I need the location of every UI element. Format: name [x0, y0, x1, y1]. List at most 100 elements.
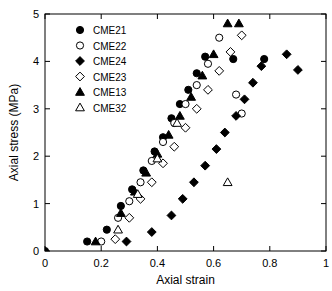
point [147, 178, 156, 187]
point [122, 237, 131, 246]
point [204, 60, 211, 67]
point [153, 154, 162, 162]
x-tick-label: 0.2 [94, 257, 109, 269]
point [257, 62, 266, 71]
point [198, 71, 207, 79]
point [212, 145, 221, 154]
point [216, 34, 223, 41]
y-tick [45, 14, 50, 15]
legend-marker [76, 42, 83, 49]
x-tick [326, 246, 327, 251]
legend-marker [76, 26, 83, 33]
y-tick [321, 14, 326, 15]
point [223, 178, 232, 186]
legend-label: CME32 [93, 103, 127, 114]
point [111, 235, 120, 244]
x-axis-label: Axial strain [156, 273, 215, 287]
point [103, 226, 110, 233]
point [91, 237, 100, 245]
legend-label: CME13 [93, 87, 127, 98]
point [84, 238, 91, 245]
point [116, 209, 125, 217]
legend-marker [76, 72, 85, 81]
point [202, 53, 209, 60]
point [282, 50, 291, 59]
point [237, 31, 246, 40]
x-tick-label: 0 [42, 257, 48, 269]
y-tick [45, 108, 50, 109]
point [234, 19, 243, 27]
point [181, 123, 190, 132]
y-tick-label: 0 [33, 245, 39, 257]
point [215, 66, 224, 75]
point [125, 213, 134, 222]
point [147, 228, 156, 237]
legend-label: CME23 [93, 72, 127, 83]
point [187, 93, 196, 101]
x-tick [269, 246, 270, 251]
point [133, 190, 142, 198]
point [240, 95, 249, 104]
point [192, 104, 201, 113]
x-tick [101, 246, 102, 251]
point [159, 138, 166, 145]
x-tick [157, 14, 158, 19]
point [223, 19, 232, 27]
point [232, 112, 241, 121]
point [175, 112, 184, 120]
point [294, 66, 303, 75]
x-tick [213, 246, 214, 251]
point [204, 85, 213, 94]
x-tick [213, 14, 214, 19]
y-tick-label: 1 [33, 198, 39, 210]
y-tick-label: 5 [33, 8, 39, 20]
legend-label: CME21 [93, 25, 127, 36]
legend-label: CME22 [93, 41, 127, 52]
point [201, 161, 210, 170]
point [142, 168, 151, 176]
point [220, 128, 229, 137]
x-tick-label: 1 [323, 257, 329, 269]
y-tick [45, 203, 50, 204]
legend-marker [76, 103, 85, 111]
y-tick [45, 61, 50, 62]
y-tick [45, 156, 50, 157]
y-tick [321, 108, 326, 109]
y-tick [321, 61, 326, 62]
legend-marker [76, 57, 85, 66]
x-tick-label: 0.8 [262, 257, 277, 269]
point [182, 100, 189, 107]
points [45, 19, 302, 251]
x-tick-label: 0.4 [150, 257, 165, 269]
y-tick [321, 203, 326, 204]
point [137, 179, 144, 186]
y-tick [321, 156, 326, 157]
point [249, 78, 258, 87]
point [173, 119, 182, 127]
x-tick [101, 14, 102, 19]
x-tick [45, 14, 46, 19]
point [45, 247, 49, 251]
y-tick-label: 3 [33, 103, 39, 115]
point [178, 194, 187, 203]
legend-marker [76, 88, 85, 96]
y-tick-label: 4 [33, 55, 39, 67]
legend: CME21 CME22 CME24 CME23 CME13 CME32 [76, 25, 127, 114]
legend-label: CME24 [93, 56, 127, 67]
point [226, 48, 235, 57]
chart: 00.20.40.60.81012345Axial strainAxial st… [0, 0, 332, 291]
point [114, 225, 123, 233]
point [170, 142, 179, 151]
x-tick [269, 14, 270, 19]
point [164, 130, 173, 138]
y-tick [321, 251, 326, 252]
point [126, 198, 133, 205]
x-tick [157, 246, 158, 251]
point [209, 50, 218, 58]
point [167, 211, 176, 220]
point [193, 82, 200, 89]
plot-frame [45, 14, 326, 251]
y-axis-label: Axial stress (MPa) [7, 84, 21, 181]
y-tick-label: 2 [33, 150, 39, 162]
x-tick [326, 14, 327, 19]
